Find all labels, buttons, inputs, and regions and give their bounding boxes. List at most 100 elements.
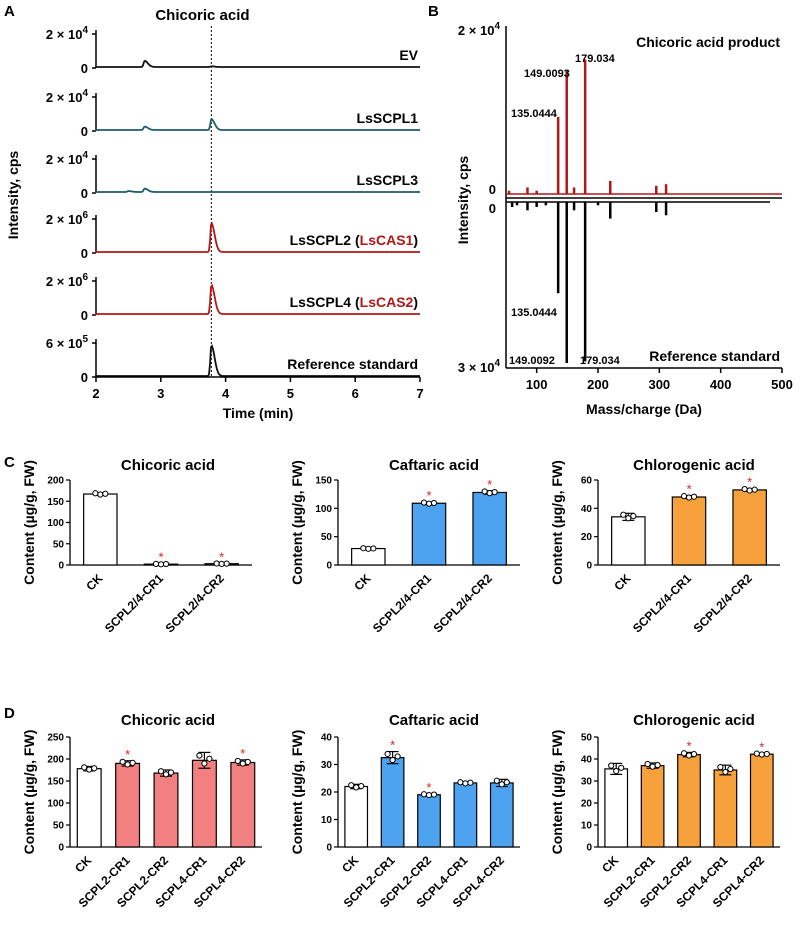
trace-name: EV <box>399 47 418 63</box>
replicate-dot <box>167 769 175 776</box>
trace-line <box>95 187 420 193</box>
x-tick-label: 4 <box>222 386 230 401</box>
replicate-dot <box>223 560 230 567</box>
replicate-dot <box>370 545 377 552</box>
bar-chart-title: Caftaric acid <box>389 457 479 474</box>
replicate-dot <box>763 750 770 758</box>
replicate-dot <box>384 750 391 758</box>
ms-x-tick-label: 200 <box>587 377 609 392</box>
bar <box>191 759 217 848</box>
replicate-dot <box>162 771 170 778</box>
significance-star: * <box>747 475 752 490</box>
y-axis-title: Intensity, cps <box>5 151 21 240</box>
replicate-dot <box>618 764 625 771</box>
bar-category-label: SCPL2/4-CR1 <box>370 571 434 635</box>
replicate-dot <box>690 751 698 758</box>
replicate-dot <box>717 763 724 771</box>
trace-line <box>95 59 420 68</box>
replicate-dot <box>201 760 208 767</box>
bar <box>417 794 441 848</box>
bar <box>76 768 102 848</box>
replicate-dot <box>654 761 661 769</box>
trace-ymax-label: 2 × 104 <box>46 150 89 167</box>
bar-y-tick-label: 40 <box>581 755 593 766</box>
ms-x-tick-label: 400 <box>710 377 732 392</box>
replicate-dot <box>365 545 372 552</box>
bar-chart-title: Chlorogenic acid <box>633 712 755 729</box>
replicate-dot <box>353 784 360 791</box>
replicate-dot <box>86 766 93 773</box>
bar-y-axis-title: Content (µg/g, FW) <box>21 730 37 855</box>
replicate-dot <box>358 782 365 790</box>
bar-y-tick-label: 50 <box>53 539 65 550</box>
ms-peak-label: 149.0092 <box>509 355 555 367</box>
replicate-dot <box>503 779 510 786</box>
bar-y-tick-label: 10 <box>581 821 593 832</box>
chromatogram-title: Chicoric acid <box>155 7 249 24</box>
replicate-dot <box>491 489 498 496</box>
ms-bottom-zero: 0 <box>489 201 496 216</box>
significance-star: * <box>686 738 691 753</box>
bar-chart-title: Chicoric acid <box>121 457 215 474</box>
ms-spectrum-panel: 2 × 104 0 0 3 × 104 Chicoric acid product Ref… <box>455 21 793 417</box>
bar <box>115 762 141 848</box>
panel-letter-a: A <box>4 3 15 20</box>
bar-y-tick-label: 30 <box>581 777 593 788</box>
bar <box>380 757 405 848</box>
bar-y-tick-label: 50 <box>581 733 593 744</box>
bar-y-tick-label: 150 <box>47 777 64 788</box>
replicate-dot <box>727 765 734 773</box>
replicate-dot <box>620 511 627 518</box>
bar-category-label: SCPL2/4-CR2 <box>163 571 227 635</box>
bar-y-tick-label: 20 <box>321 788 333 799</box>
x-tick-label: 6 <box>352 386 359 401</box>
bar-y-tick-label: 200 <box>47 755 64 766</box>
x-tick-label: 3 <box>157 386 164 401</box>
panel-letter-d: D <box>4 705 15 722</box>
replicate-dot <box>613 768 620 775</box>
replicate-dot <box>690 493 698 500</box>
x-tick-label: 2 <box>92 386 99 401</box>
significance-star: * <box>487 477 492 492</box>
trace-zero-label: 0 <box>81 308 88 323</box>
ms-bottom-label: Reference standard <box>649 348 780 364</box>
ms-x-tick-label: 300 <box>648 377 670 392</box>
significance-star: * <box>219 549 224 564</box>
bar <box>677 753 701 848</box>
bar-category-label: SCPL2/4-CR1 <box>102 571 166 635</box>
bar <box>472 491 507 566</box>
replicate-dot <box>498 781 505 788</box>
replicate-dot <box>162 560 170 568</box>
trace-name: Reference standard <box>287 356 418 372</box>
bar-y-tick-label: 0 <box>58 843 64 854</box>
replicate-dot <box>751 486 758 493</box>
bar-y-axis-title: Content (µg/g, FW) <box>549 730 565 855</box>
replicate-dot <box>360 545 367 552</box>
replicate-dot <box>196 752 203 759</box>
trace-ymax-label: 6 × 105 <box>46 334 89 351</box>
bar <box>713 769 738 848</box>
bar <box>732 489 767 566</box>
bar-y-axis-title: Content (µg/g, FW) <box>289 460 305 585</box>
trace-line <box>95 221 420 253</box>
trace-zero-label: 0 <box>81 370 88 385</box>
replicate-dot <box>467 779 474 786</box>
bar-category-label: CK <box>611 571 633 593</box>
bar-y-tick-label: 0 <box>586 843 592 854</box>
replicate-dot <box>608 762 615 769</box>
ms-bottom-max: 3 × 104 <box>458 358 501 375</box>
bar-y-tick-label: 20 <box>581 799 593 810</box>
replicate-dot <box>92 490 99 497</box>
bar-category-label: CK <box>72 853 94 875</box>
bar-y-tick-label: 150 <box>47 497 64 508</box>
replicate-dot <box>462 780 469 787</box>
trace-zero-label: 0 <box>81 246 88 261</box>
bar-y-tick-label: 50 <box>53 821 65 832</box>
bar-y-tick-label: 0 <box>58 561 64 572</box>
bar <box>640 764 665 848</box>
bar-category-label: SCPL2/4-CR2 <box>691 571 755 635</box>
bar <box>453 782 478 848</box>
ms-peak-label: 179.034 <box>575 53 616 65</box>
bar <box>611 516 646 566</box>
bar <box>671 496 707 566</box>
